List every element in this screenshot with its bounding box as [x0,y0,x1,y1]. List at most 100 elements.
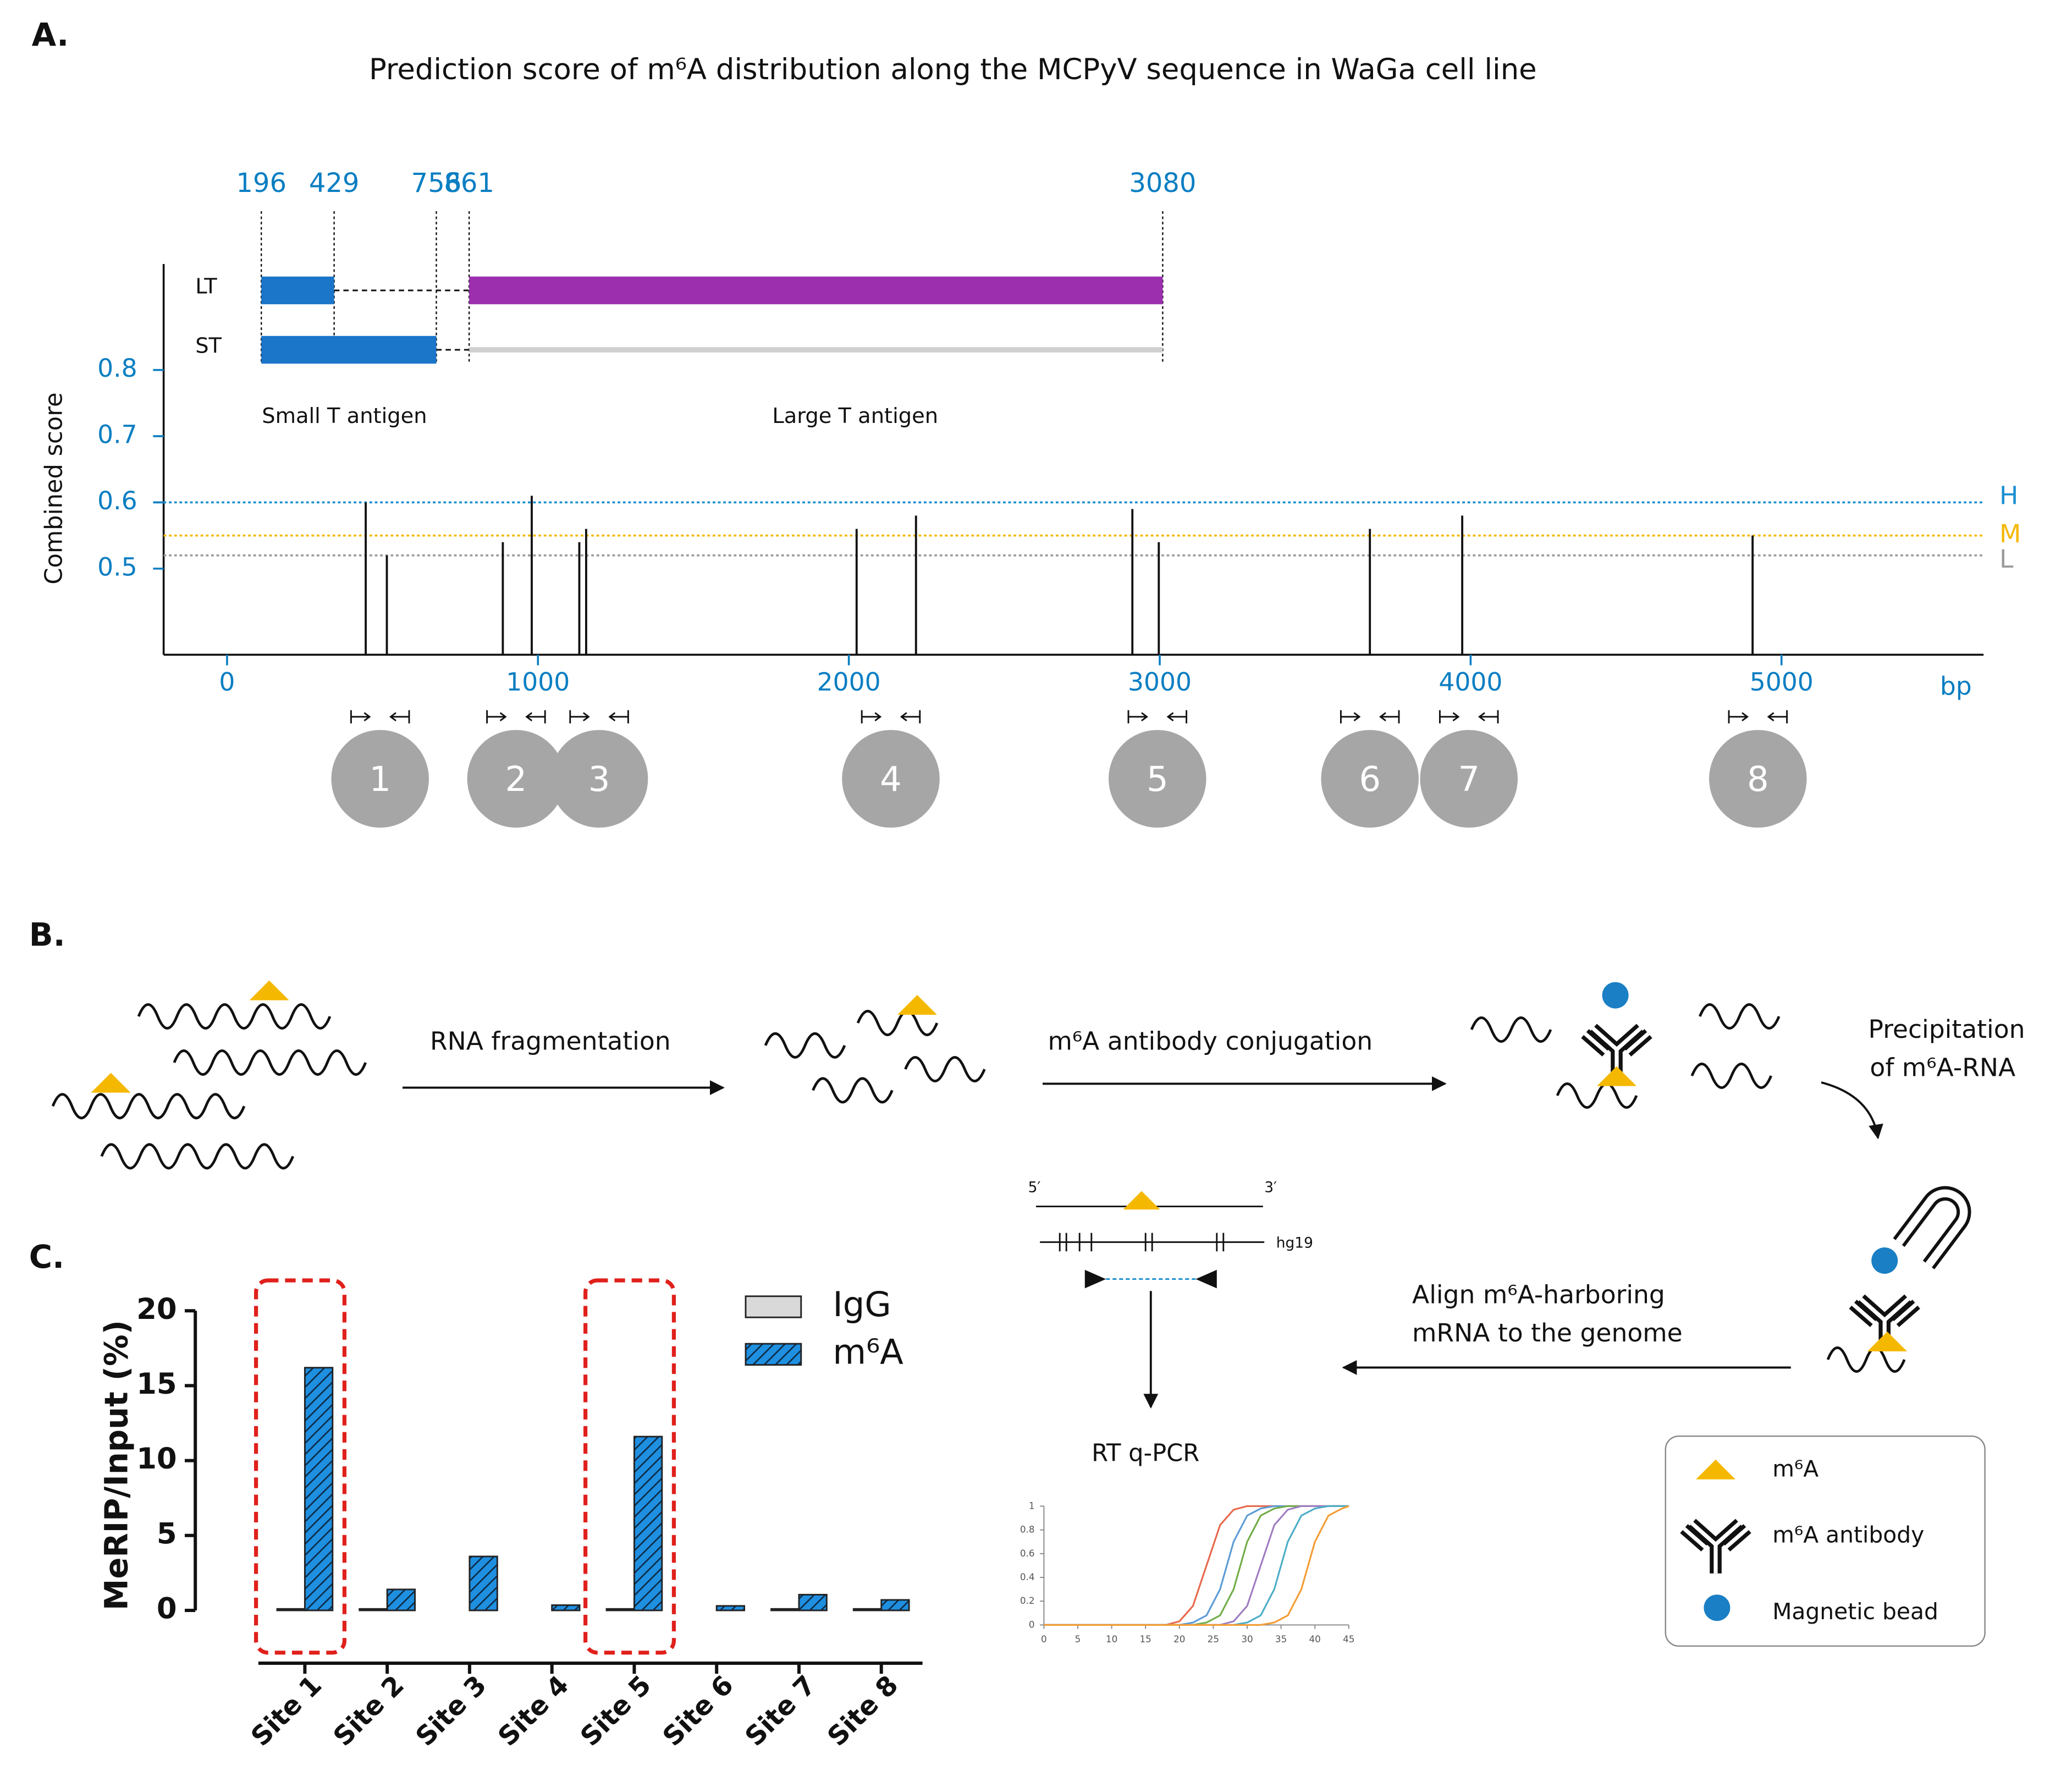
site-circle [467,730,565,828]
track-label: LT [195,274,217,299]
bar [551,1604,581,1612]
y-tick-label: 0.2 [1020,1595,1035,1606]
x-tick-label: 30 [1241,1634,1253,1645]
bar [798,1593,828,1612]
bar [304,1367,334,1612]
x-tick-label: 25 [1208,1634,1219,1645]
primer-arrows [1127,710,1188,724]
legend-box [1665,1436,1986,1647]
antibody [1683,1521,1749,1574]
rna-wave [100,1143,295,1170]
x-tick-label: Site 4 [492,1670,575,1752]
x-tick-label: Site 1 [245,1670,328,1752]
curve [1044,1505,1349,1626]
legend-label: IgG [833,1284,891,1324]
x-tick-label: 3000 [1128,668,1192,697]
x-tick-label: 15 [1140,1634,1151,1645]
step-label: of m⁶A-RNA [1870,1053,2015,1082]
strand-label: 5′ [1028,1179,1041,1196]
m6a-triangle [897,995,937,1015]
site-label: 4 [880,759,902,799]
arrow [1821,1081,1883,1140]
site-label: 5 [1147,759,1169,799]
step-label: Precipitation [1869,1015,2025,1044]
primer [1084,1269,1106,1289]
x-tick-label: 1000 [506,668,570,697]
m6a-triangle [249,980,289,1000]
magnetic-bead [1704,1594,1731,1621]
step-label: Align m⁶A-harboring [1412,1280,1665,1309]
legend-label: m⁶A [833,1332,903,1372]
gene-segment [261,336,437,364]
site-label: 6 [1359,759,1381,799]
x-tick-label: Site 2 [327,1670,410,1752]
antibody [1584,1026,1650,1079]
threshold-label: H [1999,481,2018,510]
curve [1044,1505,1349,1626]
step-label: m⁶A antibody conjugation [1048,1027,1373,1056]
x-tick-label: Site 6 [657,1670,740,1752]
magnetic-bead [1871,1247,1898,1274]
rna-wave [1690,1063,1773,1089]
m6a-triangle [1123,1191,1160,1210]
rna-wave [1470,1016,1552,1043]
assay-label: RT q-PCR [1092,1439,1199,1467]
primer [1195,1269,1217,1289]
step-label: RNA fragmentation [430,1027,671,1056]
y-tick-label: 0 [157,1592,177,1626]
site-label: 7 [1458,759,1480,799]
y-tick-label: 0.6 [97,486,137,515]
m6a-triangle [1696,1459,1735,1480]
bar [633,1436,663,1612]
marker-label: 861 [444,168,494,199]
step-label: mRNA to the genome [1412,1318,1683,1348]
y-tick-label: 0.8 [1020,1524,1035,1535]
rna-wave [137,1003,332,1030]
y-tick-label: 0.7 [97,420,137,449]
x-tick-label: 45 [1343,1634,1354,1645]
x-tick-label: 10 [1106,1634,1117,1645]
magnetic-bead [1602,982,1629,1009]
bar [770,1608,800,1612]
x-tick-label: 35 [1275,1634,1287,1645]
site-circle [1321,730,1419,828]
rna-wave [812,1077,894,1104]
rna-wave [51,1093,246,1119]
bar [605,1608,635,1612]
legend-label: m⁶A [1772,1456,1818,1482]
y-tick-label: 0.6 [1020,1548,1035,1559]
rna-wave [904,1056,986,1082]
x-tick-label: 0 [1041,1634,1047,1645]
y-tick-label: 0.5 [97,552,137,581]
primer-arrows [1728,710,1788,724]
primer-arrows [486,710,546,724]
site-circle [1420,730,1518,828]
bar [469,1555,498,1612]
x-tick-label: 5 [1075,1634,1081,1645]
legend-swatch [745,1343,802,1366]
bar [359,1608,388,1612]
site-circle [550,730,648,828]
rna-wave [764,1032,846,1059]
primer-arrows [350,710,410,724]
x-tick-label: 4000 [1439,668,1502,697]
curve [1044,1505,1349,1626]
bar [852,1608,883,1612]
rna-wave [1556,1082,1638,1109]
x-tick-label: Site 8 [822,1670,904,1752]
panel-label: A. [32,16,69,53]
threshold-label: M [1999,519,2021,548]
site-circle [1109,730,1206,828]
x-tick-label: 20 [1173,1634,1185,1645]
primer-arrows [1439,710,1499,724]
x-tick-label: 2000 [817,668,881,697]
m6a-triangle [1597,1066,1636,1086]
x-tick-label: 40 [1309,1634,1321,1645]
site-circle [842,730,940,828]
rna-wave [1826,1346,1906,1373]
y-tick-label: 1 [1029,1500,1035,1511]
y-tick-label: 0.8 [97,354,137,383]
x-tick-label: Site 3 [410,1670,492,1752]
x-axis-label: bp [1940,672,1972,701]
